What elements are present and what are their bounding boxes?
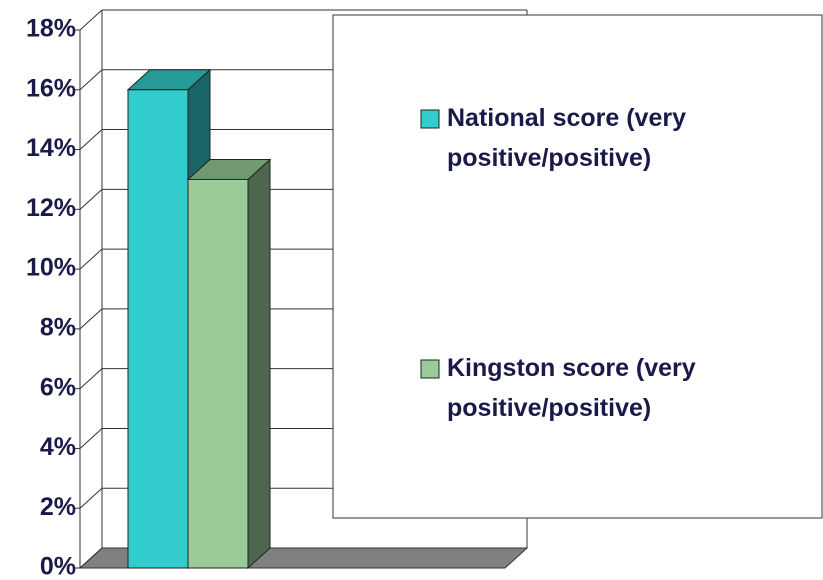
grid-line-side xyxy=(79,308,103,330)
grid-line-side xyxy=(79,487,103,509)
y-tick-label: 2% xyxy=(40,493,76,521)
legend-label: Kingston score (very positive/positive) xyxy=(447,354,696,422)
y-tick-label: 16% xyxy=(26,74,76,102)
grid-line-side xyxy=(79,69,103,91)
y-tick-label: 0% xyxy=(40,553,76,580)
y-tick-label: 12% xyxy=(26,194,76,222)
bar xyxy=(187,178,249,569)
legend-label: National score (very positive/positive) xyxy=(447,104,686,172)
grid-line-side xyxy=(79,129,103,150)
grid-line-side xyxy=(79,368,103,390)
grid-line-side xyxy=(79,188,103,210)
legend-swatch xyxy=(420,109,440,129)
y-tick-label: 8% xyxy=(40,313,76,341)
legend xyxy=(332,14,823,519)
grid-line-side xyxy=(79,9,103,31)
y-tick-label: 14% xyxy=(26,134,76,162)
legend-swatch xyxy=(420,359,440,379)
grid-line-side xyxy=(79,248,103,270)
bar xyxy=(127,89,189,569)
y-tick-label: 6% xyxy=(40,373,76,401)
grid-line-side xyxy=(79,547,103,569)
y-tick-label: 4% xyxy=(40,433,76,461)
bar-side xyxy=(247,158,271,570)
y-tick-label: 10% xyxy=(26,254,76,282)
y-tick-label: 18% xyxy=(26,15,76,43)
grid-line-side xyxy=(79,428,103,449)
